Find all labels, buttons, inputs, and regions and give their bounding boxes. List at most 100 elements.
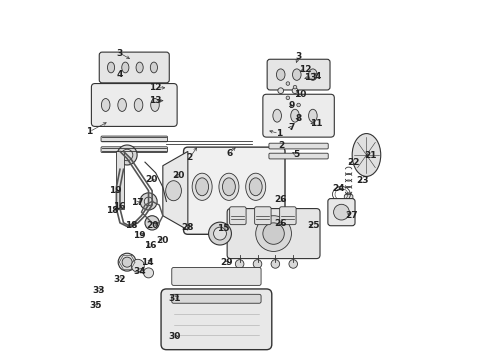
Ellipse shape xyxy=(118,253,136,271)
Text: 12: 12 xyxy=(299,66,311,75)
FancyBboxPatch shape xyxy=(328,199,355,226)
Ellipse shape xyxy=(245,173,266,201)
FancyBboxPatch shape xyxy=(344,195,353,206)
Text: 20: 20 xyxy=(147,221,159,230)
Text: 4: 4 xyxy=(117,70,123,79)
Text: 22: 22 xyxy=(347,158,360,167)
Text: 14: 14 xyxy=(141,258,153,267)
Text: 3: 3 xyxy=(295,52,302,61)
Text: 26: 26 xyxy=(274,219,286,228)
Ellipse shape xyxy=(222,178,235,196)
Ellipse shape xyxy=(192,173,212,201)
Text: 18: 18 xyxy=(106,206,119,215)
Ellipse shape xyxy=(118,99,126,111)
Ellipse shape xyxy=(122,149,133,161)
FancyBboxPatch shape xyxy=(227,208,320,258)
Ellipse shape xyxy=(122,62,129,73)
Ellipse shape xyxy=(117,145,137,165)
Ellipse shape xyxy=(278,88,284,94)
FancyBboxPatch shape xyxy=(184,147,285,234)
Text: 13: 13 xyxy=(304,73,316,82)
Text: 5: 5 xyxy=(293,150,299,159)
Ellipse shape xyxy=(144,268,153,278)
FancyBboxPatch shape xyxy=(263,94,334,137)
Text: 13: 13 xyxy=(149,96,162,105)
Text: 2: 2 xyxy=(279,141,285,150)
Text: 23: 23 xyxy=(357,176,369,185)
Ellipse shape xyxy=(150,62,157,73)
Text: 34: 34 xyxy=(133,267,146,276)
Text: 20: 20 xyxy=(156,235,168,244)
FancyBboxPatch shape xyxy=(230,207,246,225)
Ellipse shape xyxy=(297,103,300,107)
Text: 35: 35 xyxy=(90,301,102,310)
Text: 19: 19 xyxy=(133,231,146,240)
Text: 33: 33 xyxy=(92,285,105,294)
Ellipse shape xyxy=(276,69,285,80)
FancyBboxPatch shape xyxy=(161,289,272,350)
Text: 16: 16 xyxy=(144,240,156,249)
Text: 1: 1 xyxy=(86,127,93,136)
Text: 27: 27 xyxy=(345,211,358,220)
Ellipse shape xyxy=(166,181,181,201)
Text: 32: 32 xyxy=(114,275,126,284)
Ellipse shape xyxy=(291,109,299,122)
Text: 26: 26 xyxy=(274,195,286,204)
Ellipse shape xyxy=(263,223,284,244)
Ellipse shape xyxy=(271,260,280,268)
FancyBboxPatch shape xyxy=(172,267,261,285)
Ellipse shape xyxy=(145,216,159,230)
Text: 1: 1 xyxy=(276,129,282,138)
FancyBboxPatch shape xyxy=(99,52,169,83)
Text: 8: 8 xyxy=(296,114,302,123)
Ellipse shape xyxy=(352,134,381,176)
Text: 11: 11 xyxy=(310,120,323,129)
Text: 17: 17 xyxy=(131,198,144,207)
Text: 20: 20 xyxy=(145,175,158,184)
Ellipse shape xyxy=(136,62,143,73)
Ellipse shape xyxy=(249,178,262,196)
Text: 9: 9 xyxy=(289,101,295,110)
Polygon shape xyxy=(163,152,188,230)
Ellipse shape xyxy=(219,173,239,201)
Ellipse shape xyxy=(214,227,226,240)
Text: 20: 20 xyxy=(173,171,185,180)
Ellipse shape xyxy=(286,96,290,100)
Text: 21: 21 xyxy=(364,151,376,160)
Text: 6: 6 xyxy=(226,149,232,158)
Ellipse shape xyxy=(286,82,290,85)
Text: 30: 30 xyxy=(168,332,180,341)
Text: 16: 16 xyxy=(113,202,125,211)
FancyBboxPatch shape xyxy=(267,59,330,90)
Ellipse shape xyxy=(256,216,292,251)
Ellipse shape xyxy=(309,109,317,122)
Ellipse shape xyxy=(101,99,110,111)
Ellipse shape xyxy=(235,260,244,268)
Text: 31: 31 xyxy=(168,294,180,303)
Text: 29: 29 xyxy=(220,258,233,267)
Text: 4: 4 xyxy=(315,72,321,81)
Polygon shape xyxy=(117,152,123,208)
FancyBboxPatch shape xyxy=(280,207,296,225)
Text: 3: 3 xyxy=(117,49,123,58)
Ellipse shape xyxy=(273,109,281,122)
Ellipse shape xyxy=(134,99,143,111)
Text: 28: 28 xyxy=(181,222,194,231)
Ellipse shape xyxy=(253,260,262,268)
FancyBboxPatch shape xyxy=(172,294,261,303)
FancyBboxPatch shape xyxy=(269,153,328,159)
FancyBboxPatch shape xyxy=(101,136,168,142)
Ellipse shape xyxy=(151,99,159,111)
Ellipse shape xyxy=(292,88,298,94)
Text: 25: 25 xyxy=(307,221,320,230)
FancyBboxPatch shape xyxy=(269,143,328,149)
Ellipse shape xyxy=(140,193,157,210)
Ellipse shape xyxy=(122,257,132,267)
Ellipse shape xyxy=(289,260,297,268)
Text: 12: 12 xyxy=(149,83,162,92)
Text: 15: 15 xyxy=(218,224,230,233)
Ellipse shape xyxy=(196,178,209,196)
Ellipse shape xyxy=(293,69,301,80)
Ellipse shape xyxy=(309,69,317,80)
Ellipse shape xyxy=(293,85,297,89)
